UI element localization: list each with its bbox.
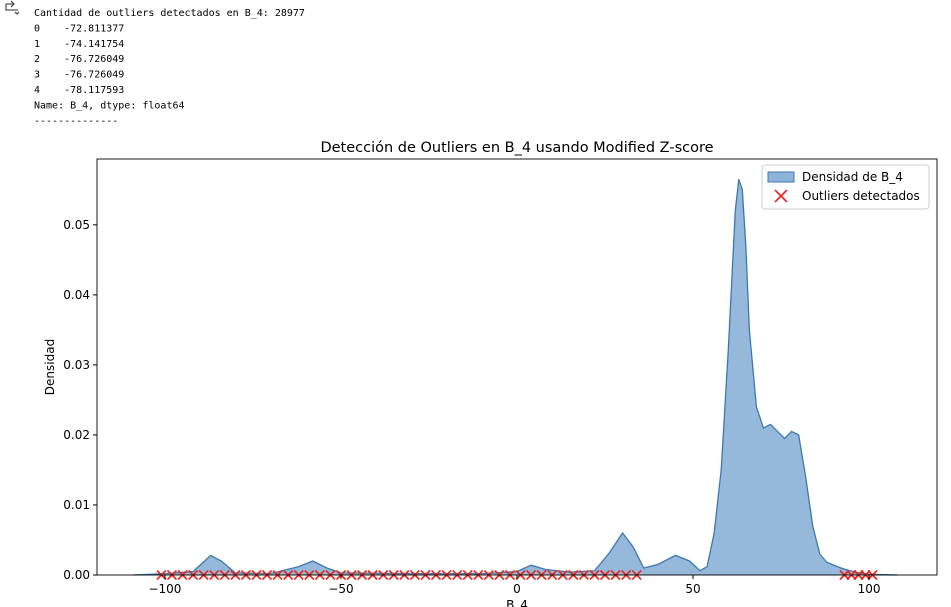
legend-label: Densidad de B_4 xyxy=(802,170,903,184)
legend-box xyxy=(761,164,930,210)
console-line: 2 -76.726049 xyxy=(34,54,124,65)
console-line: 0 -72.811377 xyxy=(34,23,124,34)
chart-title: Detección de Outliers en B_4 usando Modi… xyxy=(320,140,713,156)
legend-swatch xyxy=(767,171,795,183)
y-tick-label: 0.01 xyxy=(63,498,90,512)
console-line: Name: B_4, dtype: float64 xyxy=(34,100,185,111)
legend-swatch xyxy=(774,189,788,203)
console-output: Cantidad de outliers detectados en B_4: … xyxy=(34,8,305,127)
y-tick-label: 0.05 xyxy=(63,218,90,232)
y-tick-label: 0.04 xyxy=(63,288,90,302)
legend-label: Outliers detectados xyxy=(802,189,920,203)
console-line: 4 -78.117593 xyxy=(34,85,124,96)
x-tick-label: −100 xyxy=(148,582,181,596)
output-icon xyxy=(5,0,20,15)
x-tick-label: 0 xyxy=(513,582,521,596)
y-axis-label: Densidad xyxy=(43,339,57,395)
y-tick-label: 0.02 xyxy=(63,428,90,442)
chart: Detección de Outliers en B_4 usando Modi… xyxy=(43,140,938,607)
console-line: Cantidad de outliers detectados en B_4: … xyxy=(34,8,305,19)
y-tick-label: 0.00 xyxy=(63,568,90,582)
x-tick-label: 100 xyxy=(858,582,881,596)
console-line: 1 -74.141754 xyxy=(34,39,124,50)
console-line: 3 -76.726049 xyxy=(34,70,124,81)
console-line: -------------- xyxy=(34,116,118,127)
density-line xyxy=(133,179,898,576)
x-tick-label: 50 xyxy=(685,582,700,596)
density-area xyxy=(133,179,898,575)
y-tick-label: 0.03 xyxy=(63,358,90,372)
x-tick-label: −50 xyxy=(328,582,353,596)
x-axis-label: B_4 xyxy=(506,598,528,607)
